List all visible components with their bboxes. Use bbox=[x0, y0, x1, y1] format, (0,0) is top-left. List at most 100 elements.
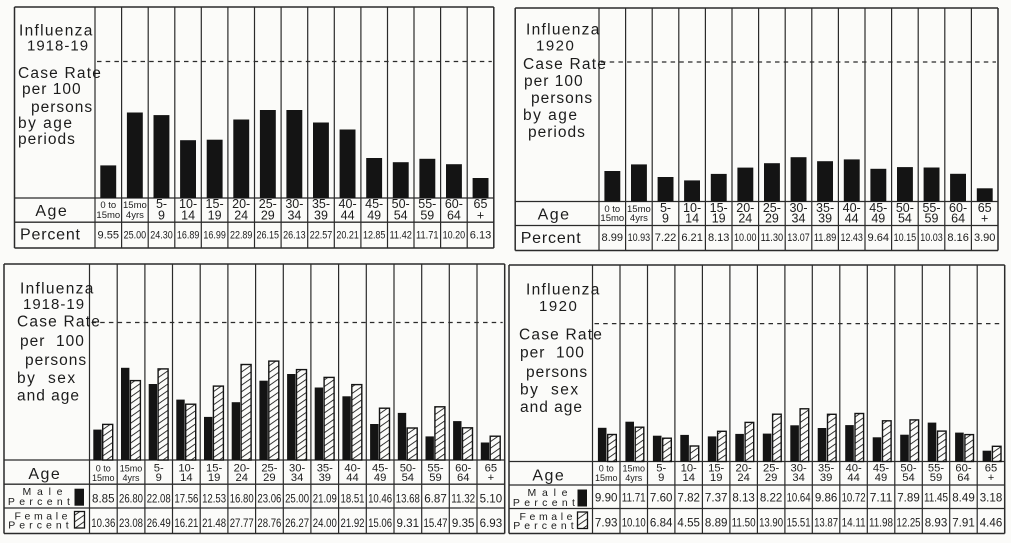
svg-text:15.51: 15.51 bbox=[787, 518, 811, 530]
svg-text:54: 54 bbox=[402, 472, 414, 484]
svg-text:22.57: 22.57 bbox=[310, 229, 333, 241]
svg-text:20-: 20- bbox=[736, 463, 752, 475]
svg-text:25.00: 25.00 bbox=[285, 494, 309, 506]
svg-text:5-: 5- bbox=[154, 463, 164, 475]
svg-text:persons: persons bbox=[526, 364, 588, 381]
svg-text:5-: 5- bbox=[156, 197, 167, 211]
svg-text:25.00: 25.00 bbox=[124, 229, 147, 241]
svg-text:8.93: 8.93 bbox=[925, 518, 948, 530]
svg-text:16.80: 16.80 bbox=[230, 494, 254, 506]
svg-text:15-: 15- bbox=[206, 463, 222, 475]
svg-text:15mo: 15mo bbox=[595, 473, 618, 483]
svg-text:24: 24 bbox=[235, 472, 247, 484]
svg-text:8.13: 8.13 bbox=[732, 493, 755, 505]
svg-text:29: 29 bbox=[261, 209, 275, 223]
svg-text:39: 39 bbox=[818, 212, 832, 226]
svg-text:10-: 10- bbox=[179, 197, 197, 211]
svg-text:8.99: 8.99 bbox=[602, 232, 624, 244]
svg-text:55-: 55- bbox=[928, 463, 944, 475]
svg-text:55-: 55- bbox=[418, 197, 436, 211]
svg-text:50-: 50- bbox=[392, 197, 410, 211]
svg-text:15.06: 15.06 bbox=[368, 518, 392, 530]
svg-text:39: 39 bbox=[319, 472, 331, 484]
svg-text:Age: Age bbox=[28, 466, 61, 483]
svg-text:Age: Age bbox=[35, 203, 68, 220]
svg-text:45-: 45- bbox=[873, 463, 889, 475]
svg-text:and age: and age bbox=[520, 399, 583, 416]
svg-text:0 to: 0 to bbox=[100, 200, 116, 211]
svg-text:45-: 45- bbox=[372, 463, 388, 475]
svg-text:5.10: 5.10 bbox=[480, 494, 503, 506]
svg-text:13.68: 13.68 bbox=[396, 494, 420, 506]
svg-text:18.51: 18.51 bbox=[341, 494, 365, 506]
svg-text:10.03: 10.03 bbox=[920, 232, 943, 244]
svg-text:7.60: 7.60 bbox=[650, 493, 673, 505]
svg-text:0 to: 0 to bbox=[96, 464, 111, 474]
svg-text:60-: 60- bbox=[445, 197, 463, 211]
svg-text:6.13: 6.13 bbox=[470, 229, 492, 241]
svg-text:9: 9 bbox=[658, 472, 664, 484]
svg-text:19: 19 bbox=[208, 209, 222, 223]
svg-text:16.21: 16.21 bbox=[174, 518, 198, 530]
svg-text:4.55: 4.55 bbox=[677, 518, 700, 530]
svg-text:26.13: 26.13 bbox=[283, 229, 306, 241]
svg-text:persons: persons bbox=[25, 352, 87, 369]
svg-text:10.64: 10.64 bbox=[787, 493, 812, 505]
svg-text:64: 64 bbox=[951, 212, 965, 226]
svg-text:+: + bbox=[988, 472, 995, 484]
svg-text:44: 44 bbox=[847, 472, 859, 484]
svg-text:39: 39 bbox=[314, 209, 328, 223]
svg-text:10-: 10- bbox=[178, 463, 194, 475]
svg-text:24: 24 bbox=[738, 212, 752, 226]
svg-text:by sex: by sex bbox=[17, 370, 77, 387]
svg-text:60-: 60- bbox=[455, 463, 471, 475]
svg-text:19: 19 bbox=[710, 472, 722, 484]
svg-text:by age: by age bbox=[523, 107, 579, 124]
svg-text:Case Rate: Case Rate bbox=[523, 56, 607, 73]
svg-text:14.11: 14.11 bbox=[842, 518, 866, 530]
svg-text:7.22: 7.22 bbox=[655, 232, 677, 244]
svg-text:35-: 35- bbox=[317, 463, 333, 475]
svg-text:44: 44 bbox=[341, 209, 355, 223]
svg-text:9.55: 9.55 bbox=[98, 229, 120, 241]
svg-text:34: 34 bbox=[287, 209, 301, 223]
svg-text:11.71: 11.71 bbox=[622, 493, 646, 505]
svg-text:9.86: 9.86 bbox=[815, 493, 838, 505]
svg-text:11.98: 11.98 bbox=[869, 518, 893, 530]
svg-text:65: 65 bbox=[474, 197, 488, 211]
svg-text:9: 9 bbox=[158, 209, 165, 223]
svg-text:34: 34 bbox=[792, 472, 804, 484]
svg-text:60-: 60- bbox=[949, 201, 967, 215]
svg-text:12.85: 12.85 bbox=[363, 229, 386, 241]
svg-text:17.56: 17.56 bbox=[174, 494, 198, 506]
svg-text:11.71: 11.71 bbox=[416, 229, 439, 241]
svg-text:10.10: 10.10 bbox=[622, 518, 646, 530]
svg-text:40-: 40- bbox=[339, 197, 357, 211]
svg-text:persons: persons bbox=[31, 99, 93, 116]
svg-text:16.99: 16.99 bbox=[203, 229, 226, 241]
svg-text:4yrs: 4yrs bbox=[630, 213, 648, 224]
svg-text:5-: 5- bbox=[656, 463, 666, 475]
svg-text:0 to: 0 to bbox=[599, 464, 614, 474]
svg-text:11.42: 11.42 bbox=[389, 229, 412, 241]
svg-text:30-: 30- bbox=[285, 197, 303, 211]
svg-text:15mo: 15mo bbox=[92, 473, 115, 483]
svg-text:40-: 40- bbox=[344, 463, 360, 475]
svg-text:15mo: 15mo bbox=[622, 464, 645, 474]
svg-text:27.77: 27.77 bbox=[230, 518, 254, 530]
svg-text:13.07: 13.07 bbox=[787, 232, 810, 244]
svg-text:15mo: 15mo bbox=[96, 210, 120, 221]
svg-text:Influenza: Influenza bbox=[526, 22, 601, 39]
svg-text:15.47: 15.47 bbox=[424, 518, 448, 530]
svg-text:1920: 1920 bbox=[539, 298, 578, 315]
svg-text:50-: 50- bbox=[900, 463, 916, 475]
svg-text:22.08: 22.08 bbox=[147, 494, 171, 506]
svg-text:40-: 40- bbox=[843, 201, 861, 215]
svg-text:10.00: 10.00 bbox=[734, 232, 757, 244]
svg-text:5-: 5- bbox=[660, 201, 671, 215]
svg-text:49: 49 bbox=[374, 472, 386, 484]
svg-text:44: 44 bbox=[845, 212, 859, 226]
svg-text:64: 64 bbox=[447, 209, 461, 223]
svg-text:Age: Age bbox=[532, 468, 565, 485]
svg-text:30-: 30- bbox=[791, 463, 807, 475]
